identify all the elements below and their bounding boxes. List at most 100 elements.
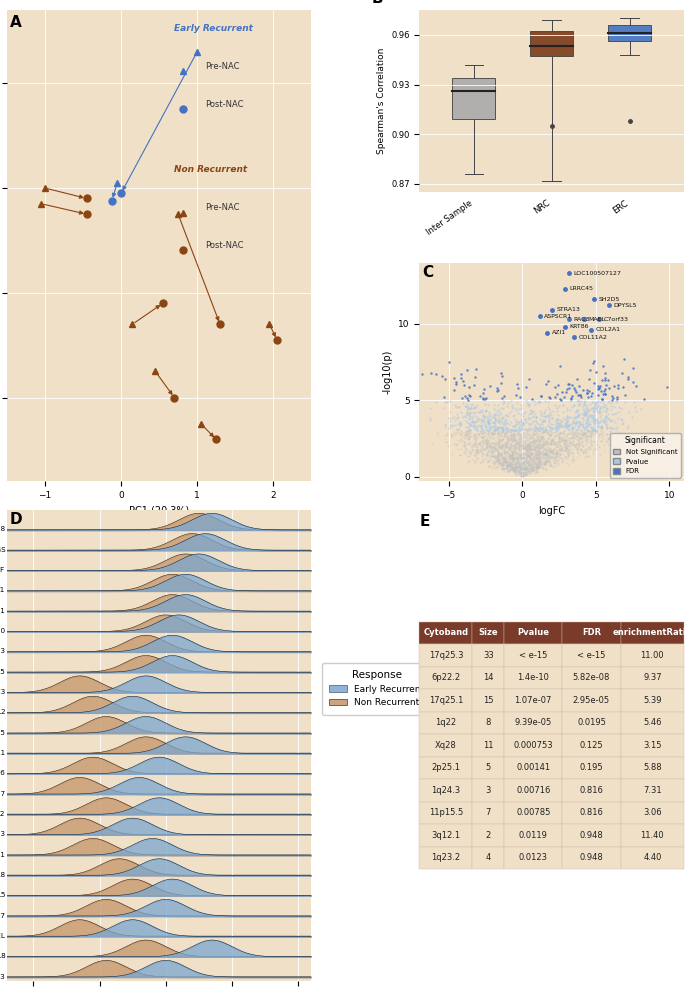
Point: [617, 426, 628, 442]
Point: [585, 409, 596, 425]
FancyBboxPatch shape: [531, 32, 573, 56]
Point: [462, 424, 473, 440]
Point: [476, 404, 487, 420]
Point: [567, 418, 578, 434]
Point: [472, 403, 483, 419]
Point: [598, 385, 609, 401]
Point: [491, 453, 502, 469]
Point: [514, 449, 525, 465]
Point: [516, 400, 527, 416]
Point: [532, 461, 543, 477]
Point: [519, 426, 530, 442]
Point: [578, 444, 589, 460]
Point: [567, 445, 578, 461]
Point: [476, 452, 487, 468]
Point: [580, 432, 591, 448]
Point: [477, 412, 488, 428]
Point: [559, 389, 570, 405]
Point: [557, 452, 568, 468]
Point: [497, 410, 508, 426]
Point: [516, 462, 527, 478]
Point: [484, 439, 495, 455]
Point: [530, 459, 541, 475]
Point: [550, 436, 561, 452]
Point: [576, 388, 587, 404]
Point: [527, 463, 538, 479]
Point: [502, 460, 513, 476]
Point: [534, 445, 545, 461]
Point: [540, 436, 551, 452]
Point: [558, 439, 569, 455]
Point: [507, 452, 518, 468]
Point: [500, 454, 511, 470]
Point: [498, 426, 509, 442]
Point: [553, 436, 564, 452]
Point: [492, 424, 503, 440]
Point: [450, 412, 461, 428]
Point: [472, 451, 483, 467]
Point: [593, 403, 604, 419]
Point: [491, 422, 502, 438]
Point: [473, 404, 484, 420]
Point: [468, 455, 480, 471]
Point: [565, 425, 576, 441]
Point: [526, 415, 537, 431]
Point: [518, 467, 529, 483]
Point: [482, 446, 493, 462]
Point: [528, 433, 539, 449]
Point: [521, 432, 532, 448]
Point: [515, 465, 527, 481]
Point: [500, 426, 511, 442]
Point: [513, 459, 524, 475]
Point: [522, 425, 533, 441]
Point: [538, 451, 549, 467]
Point: [486, 442, 497, 458]
Point: [506, 431, 517, 447]
Point: [551, 411, 562, 427]
Point: [539, 452, 550, 468]
Point: [475, 411, 486, 427]
Point: [597, 398, 608, 414]
Point: [495, 447, 507, 463]
Point: [522, 442, 533, 458]
Point: [585, 423, 596, 439]
Point: [527, 455, 538, 471]
Point: [514, 389, 525, 405]
Point: [503, 462, 514, 478]
Point: [564, 434, 575, 450]
Point: [571, 449, 582, 465]
Point: [595, 425, 606, 441]
Point: [613, 404, 624, 420]
Point: [468, 447, 479, 463]
Point: [491, 412, 502, 428]
Point: [525, 447, 536, 463]
Point: [526, 434, 537, 450]
Point: [539, 455, 550, 471]
Legend: Early Recurrent, Non Recurrent: Early Recurrent, Non Recurrent: [322, 663, 432, 715]
Point: [547, 421, 558, 437]
Point: [497, 399, 508, 415]
Point: [596, 419, 607, 435]
Point: [489, 423, 500, 439]
Point: [527, 435, 538, 451]
Point: [520, 467, 531, 483]
Point: [556, 454, 567, 470]
Point: [540, 442, 551, 458]
Point: [524, 443, 535, 459]
Point: [606, 395, 617, 411]
Point: [536, 433, 547, 449]
Point: [561, 401, 572, 417]
Point: [580, 399, 591, 415]
Point: [510, 461, 521, 477]
Point: [498, 419, 509, 435]
Point: [523, 437, 534, 453]
Point: [537, 439, 548, 455]
Point: [544, 457, 555, 473]
Point: [532, 447, 543, 463]
Point: [512, 454, 523, 470]
Point: [483, 397, 494, 413]
Point: [531, 461, 542, 477]
Point: [545, 435, 556, 451]
Point: [498, 450, 509, 466]
Point: [501, 439, 512, 455]
